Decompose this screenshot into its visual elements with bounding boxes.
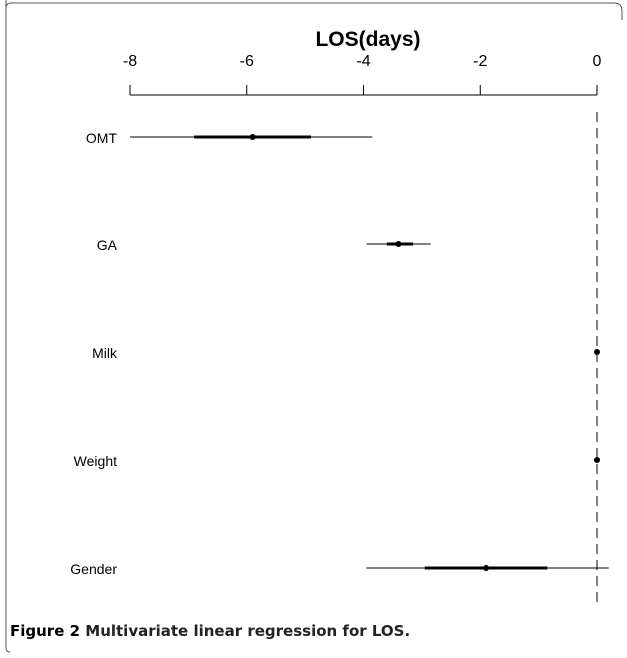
x-tick-label: -2 — [473, 53, 487, 70]
figure-number: Figure 2 — [10, 622, 81, 640]
x-tick-label: 0 — [593, 53, 602, 70]
figure-caption: Figure 2 Multivariate linear regression … — [10, 622, 410, 640]
x-tick-label: -4 — [356, 53, 370, 70]
point-estimate — [594, 349, 600, 355]
chart-title: LOS(days) — [315, 28, 420, 51]
row-label: Milk — [92, 345, 118, 361]
row-label: GA — [97, 237, 118, 253]
row-label: Gender — [70, 561, 117, 577]
point-estimate — [483, 565, 490, 571]
figure-caption-text: Multivariate linear regression for LOS. — [80, 622, 411, 640]
point-estimate — [594, 457, 600, 463]
x-axis-ticks: -8 -6 -4 -2 0 — [123, 53, 602, 95]
row-label: OMT — [86, 130, 118, 146]
point-estimate — [249, 134, 256, 140]
x-tick-label: -6 — [240, 53, 254, 70]
frame-border-top — [5, 2, 623, 20]
row-label: Weight — [74, 453, 117, 469]
frame-border — [5, 0, 11, 653]
x-tick-label: -8 — [123, 53, 137, 70]
point-estimate — [395, 241, 402, 247]
forest-rows: OMT GA Milk Weight Gender — [70, 130, 609, 577]
